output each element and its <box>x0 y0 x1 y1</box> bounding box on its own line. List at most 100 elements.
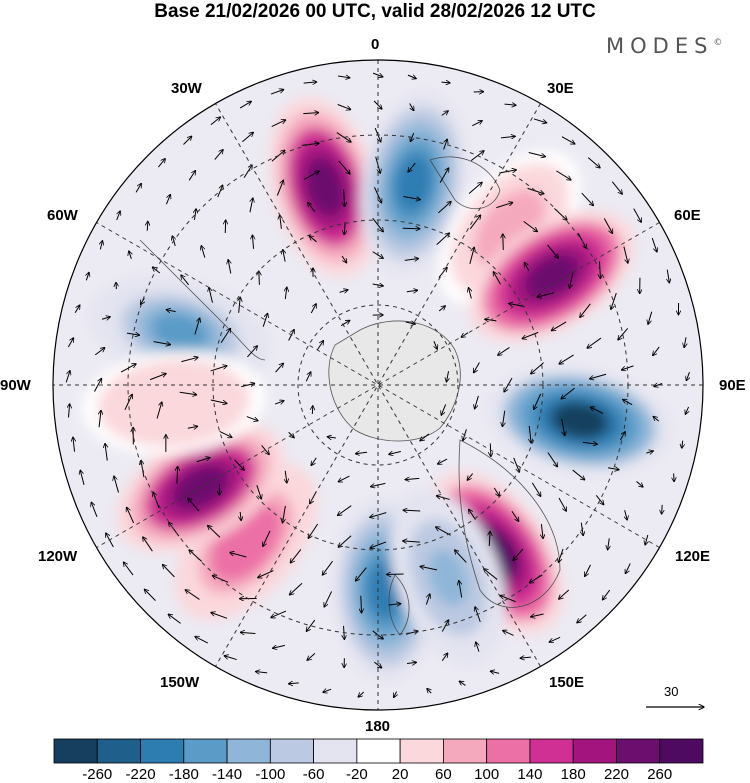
wind-vector <box>156 402 162 419</box>
wind-vector <box>653 346 660 356</box>
wind-vector <box>467 473 474 481</box>
wind-vector <box>469 215 480 230</box>
wind-vector <box>188 171 195 181</box>
colorbar-tick-label: 140 <box>517 766 543 783</box>
wind-vector <box>403 510 421 511</box>
wind-vector <box>611 181 622 194</box>
wind-vector <box>603 218 612 233</box>
wind-vector <box>275 363 284 373</box>
wind-vector <box>524 262 530 271</box>
wind-vector <box>685 406 688 414</box>
colorbar-swatch <box>53 738 98 764</box>
wind-vector <box>290 549 302 563</box>
wind-vector <box>406 290 418 292</box>
wind-vector <box>256 485 261 499</box>
wind-vector <box>493 272 501 285</box>
wind-vector <box>162 564 175 578</box>
wind-vector <box>262 313 267 327</box>
wind-vector <box>582 442 597 444</box>
wind-vector <box>230 552 247 558</box>
wind-vector <box>654 383 663 386</box>
wind-vector <box>209 287 213 303</box>
wind-vector <box>239 101 251 109</box>
wind-vector <box>667 269 669 283</box>
wind-vector <box>625 563 631 573</box>
anomaly-contour <box>150 312 209 352</box>
wind-vector <box>289 683 299 684</box>
wind-vector <box>633 208 642 223</box>
wind-vector <box>547 244 559 258</box>
wind-vector <box>309 236 317 243</box>
wind-vector <box>338 160 350 174</box>
wind-vector <box>534 393 542 410</box>
wind-vector <box>533 118 547 123</box>
wind-vector <box>425 594 430 605</box>
colorbar <box>53 738 704 764</box>
wind-vector <box>310 304 316 314</box>
wind-vector <box>489 531 490 547</box>
colorbar-swatch <box>183 738 228 764</box>
colorbar-tick-label: -100 <box>255 766 286 783</box>
wind-vector <box>220 328 230 344</box>
wind-vector <box>210 399 227 404</box>
wind-vector <box>587 157 600 168</box>
anomaly-negative-1 <box>359 92 468 275</box>
lon-label-180: 180 <box>365 718 391 735</box>
wind-vector <box>307 653 316 660</box>
australia-coast <box>458 439 561 608</box>
wind-vector <box>246 416 258 421</box>
wind-vector <box>129 251 132 259</box>
colorbar-swatch <box>572 738 617 764</box>
wind-vector <box>686 372 689 381</box>
wind-vector <box>625 510 628 520</box>
wind-vector <box>504 104 517 105</box>
wind-vector <box>323 689 332 692</box>
wind-vector <box>356 567 367 581</box>
wind-vector <box>502 410 504 427</box>
wind-vector <box>405 322 416 324</box>
wind-vector <box>651 237 657 252</box>
wind-vector <box>373 100 382 109</box>
colorbar-swatch <box>313 738 358 764</box>
colorbar-swatch <box>486 738 531 764</box>
wind-vector <box>126 333 140 335</box>
wind-vector <box>551 321 567 331</box>
wind-vector <box>561 387 575 399</box>
wind-vector <box>308 523 319 538</box>
wind-vector <box>252 235 253 249</box>
wind-vector <box>183 136 192 145</box>
wind-vector <box>549 636 561 642</box>
wind-vector <box>541 524 543 538</box>
colorbar-tick-label: -260 <box>82 766 113 783</box>
wind-vector <box>389 452 401 455</box>
wind-vector <box>344 222 345 234</box>
wind-vector <box>408 162 416 172</box>
wind-vector <box>208 525 221 538</box>
wind-vector <box>528 152 546 157</box>
wind-vector <box>403 541 420 542</box>
wind-vector <box>682 440 683 449</box>
wind-vector <box>210 117 221 126</box>
continents <box>139 156 561 636</box>
wind-vector <box>270 90 284 95</box>
wind-vector <box>403 196 420 200</box>
colorbar-swatch <box>269 738 315 764</box>
colorbar-swatch <box>96 738 141 764</box>
lon-label-150e: 150E <box>549 674 585 691</box>
wind-vector <box>373 186 381 203</box>
wind-vector <box>239 297 241 313</box>
wind-vector <box>240 511 241 521</box>
wind-vector <box>434 341 437 349</box>
wind-vector <box>258 570 274 578</box>
wind-vector <box>646 451 653 453</box>
wind-vector <box>274 401 284 404</box>
wind-vector <box>280 215 282 229</box>
wind-vector <box>195 636 209 644</box>
wind-vector <box>261 445 270 454</box>
wind-vector <box>427 688 431 694</box>
colorbar-tick-label: 100 <box>474 766 500 783</box>
colorbar-swatch <box>226 738 271 764</box>
colorbar-tick-label: -20 <box>346 766 368 783</box>
wind-vector <box>561 418 565 436</box>
wind-vector <box>372 217 384 232</box>
